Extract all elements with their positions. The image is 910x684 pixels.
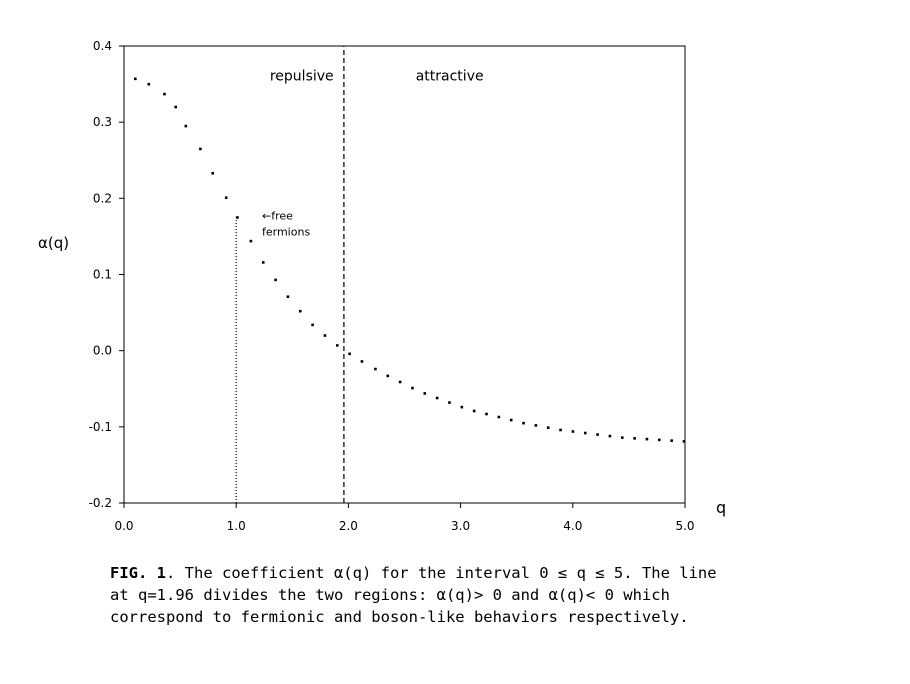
y-tick-label: 0.3 [93,115,112,129]
data-point [682,440,686,443]
annotations: repulsive attractive ←free fermions [262,68,484,238]
alpha-q-chart: 0.0 1.0 2.0 3.0 4.0 5.0 -0.2 -0.1 0.0 0.1 0.2 0.3 0… [38,39,726,533]
data-point [460,405,464,409]
data-point [274,278,277,282]
data-point [249,239,253,243]
figure-caption: FIG. 1. The coefficient α(q) for the int… [110,562,750,628]
data-point [509,418,513,422]
x-axis-label: q [716,498,726,517]
x-tick-label: 1.0 [227,519,246,533]
data-point [398,380,402,384]
data-point [546,426,550,429]
data-point [134,77,137,81]
data-point [596,433,599,436]
data-point [311,323,314,327]
caption-line-3: correspond to fermionic and boson-like b… [110,608,689,626]
data-point [323,334,327,337]
data-point [298,309,302,313]
annotation-label: repulsive [270,68,334,84]
data-point [522,421,525,425]
data-point [583,431,587,435]
data-point [147,82,151,86]
data-point [184,124,188,128]
data-point [534,424,538,427]
data-point [286,295,290,298]
y-tick-label: 0.2 [93,191,112,205]
data-point [620,436,624,439]
data-point [411,386,414,390]
x-tick-label: 0.0 [114,519,133,533]
data-point [472,409,476,413]
data-point [423,392,427,395]
data-point [435,396,439,400]
plot-frame [123,45,686,504]
data-point [374,367,377,371]
y-axis: -0.2 -0.1 0.0 0.1 0.2 0.3 0.4 [89,39,124,510]
y-tick-label: 0.0 [93,344,112,358]
data-point [174,105,178,109]
annotation-label: ←free [262,210,293,223]
data-point [335,344,339,347]
plot-border [123,45,686,504]
data-point [211,171,215,175]
caption-line-2: at q=1.96 divides the two regions: α(q)>… [110,586,670,604]
data-point [670,439,673,442]
data-point [386,374,390,378]
caption-line-1: FIG. 1. The coefficient α(q) for the int… [110,562,750,584]
data-point [657,438,661,442]
y-tick-label: -0.2 [89,496,112,510]
data-point [224,196,228,199]
data-point [497,415,501,419]
data-point [448,401,451,404]
x-tick-label: 4.0 [563,519,582,533]
x-tick-label: 5.0 [675,519,694,533]
data-point [261,261,265,264]
data-point [163,92,166,96]
data-points [134,77,686,443]
caption-figure-label: FIG. 1 [110,564,166,582]
divider-lines [235,46,345,503]
data-point [571,430,575,433]
caption-text-1: . The coefficient α(q) for the interval … [166,564,717,582]
x-tick-label: 3.0 [451,519,470,533]
data-point [348,352,351,356]
data-point [236,216,239,219]
data-point [485,412,488,416]
y-tick-label: 0.1 [93,268,112,282]
x-axis: 0.0 1.0 2.0 3.0 4.0 5.0 [114,503,695,533]
y-axis-label: α(q) [38,234,69,252]
annotation-label: attractive [416,68,484,84]
x-tick-label: 2.0 [339,519,358,533]
data-point [633,437,636,440]
annotation-label: fermions [262,226,310,239]
data-point [199,147,202,151]
data-point [360,360,364,363]
data-point [645,437,649,441]
y-tick-label: -0.1 [89,420,112,434]
data-point [559,428,562,432]
data-point [608,434,612,438]
y-tick-label: 0.4 [93,39,112,53]
